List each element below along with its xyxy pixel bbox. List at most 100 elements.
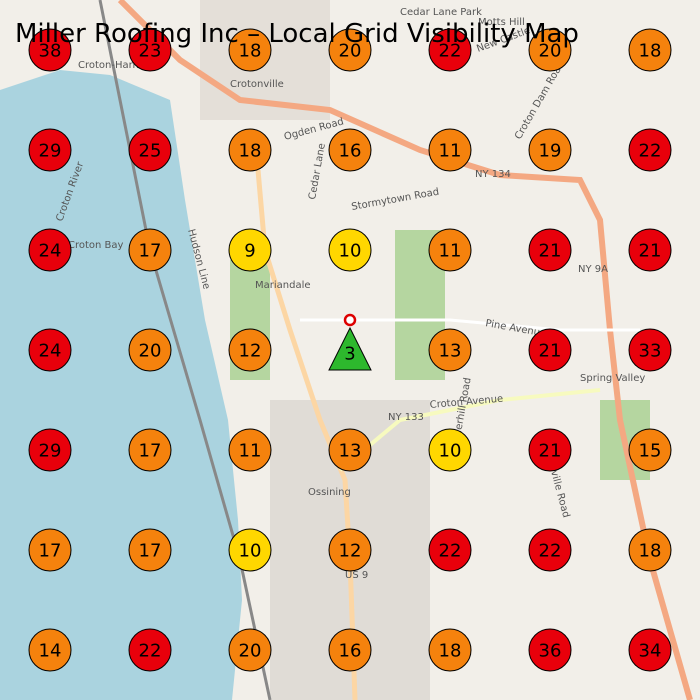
rank-label: 12 [239,341,262,362]
rank-label: 15 [639,441,662,462]
rank-marker [328,228,372,272]
rank-marker [228,228,272,272]
rank-label: 18 [639,541,662,562]
rank-marker [428,228,472,272]
rank-marker [428,428,472,472]
map-label: NY 9A [578,264,608,275]
rank-label: 23 [139,41,162,62]
highway [117,0,693,700]
rank-marker [128,228,172,272]
map-label: Cedar Lane Park [400,7,482,18]
rank-label: 17 [139,441,162,462]
rank-marker [328,128,372,172]
rank-label: 22 [639,141,662,162]
rank-label: 20 [239,641,262,662]
rank-marker [528,28,572,72]
rank-marker [428,528,472,572]
rank-label: 21 [539,241,562,262]
rank-label: 11 [439,241,462,262]
map-label: Spring Valley [580,373,645,384]
rank-marker [628,328,672,372]
rank-marker [28,28,72,72]
rank-label: 18 [639,41,662,62]
rank-label: 17 [139,241,162,262]
rank-marker [128,628,172,672]
rank-marker [228,628,272,672]
rank-marker [128,328,172,372]
rank-label: 10 [439,441,462,462]
rank-marker [628,528,672,572]
rank-label: 18 [239,141,262,162]
rank-label: 12 [339,541,362,562]
rank-marker [228,28,272,72]
map-label: NY 134 [475,169,511,180]
rank-label: 18 [439,641,462,662]
rank-label: 24 [39,241,62,262]
rank-label: 16 [339,141,362,162]
rank-label: 13 [339,441,362,462]
map-label: Croton-Harmon [78,60,155,71]
rank-marker [28,628,72,672]
map-label: Motts Hill [478,17,525,28]
rank-label: 25 [139,141,162,162]
rank-label: 20 [339,41,362,62]
map-label: US 9 [345,570,368,581]
rank-label: 29 [39,441,62,462]
rank-marker [628,628,672,672]
rank-marker [28,128,72,172]
rank-marker [628,428,672,472]
rank-label: 17 [39,541,62,562]
map-label: NY 133 [388,412,424,423]
rank-marker [528,128,572,172]
rank-marker [528,328,572,372]
rank-marker [328,528,372,572]
map-label: Ossining [308,487,351,498]
rank-marker [128,428,172,472]
rank-label: 34 [639,641,662,662]
rank-label: 18 [239,41,262,62]
rank-label: 21 [639,241,662,262]
map-label: Croton Bay [68,240,124,251]
rank-marker [428,128,472,172]
rank-label: 16 [339,641,362,662]
rank-marker [528,228,572,272]
rank-marker [428,628,472,672]
rank-marker [328,28,372,72]
rank-label: 11 [439,141,462,162]
rank-label: 21 [539,441,562,462]
rank-marker [128,528,172,572]
rank-marker [228,328,272,372]
rank-marker [428,328,472,372]
rank-marker [628,228,672,272]
rank-marker [328,628,372,672]
rank-label: 20 [539,41,562,62]
business-marker [328,326,372,371]
map-label: Crotonville [230,79,284,90]
rank-label: 19 [539,141,562,162]
rank-label: 10 [239,541,262,562]
rank-label: 20 [139,341,162,362]
rank-marker [628,28,672,72]
rank-label: 9 [244,241,255,262]
road [300,318,640,332]
railway [98,0,272,700]
rank-label: 22 [439,41,462,62]
rank-label: 36 [539,641,562,662]
rank-label: 21 [539,341,562,362]
rank-label: 11 [239,441,262,462]
rank-marker [228,128,272,172]
rank-marker [328,428,372,472]
rank-label: 10 [339,241,362,262]
rank-marker [28,228,72,272]
rank-marker [428,28,472,72]
map-label: Mariandale [255,280,311,291]
title: Miller Roofing Inc – Local Grid Visibili… [15,19,579,49]
rank-label: 29 [39,141,62,162]
rank-label: 13 [439,341,462,362]
rank-label: 24 [39,341,62,362]
rank-marker [628,128,672,172]
rank-marker [28,528,72,572]
rank-marker [228,528,272,572]
